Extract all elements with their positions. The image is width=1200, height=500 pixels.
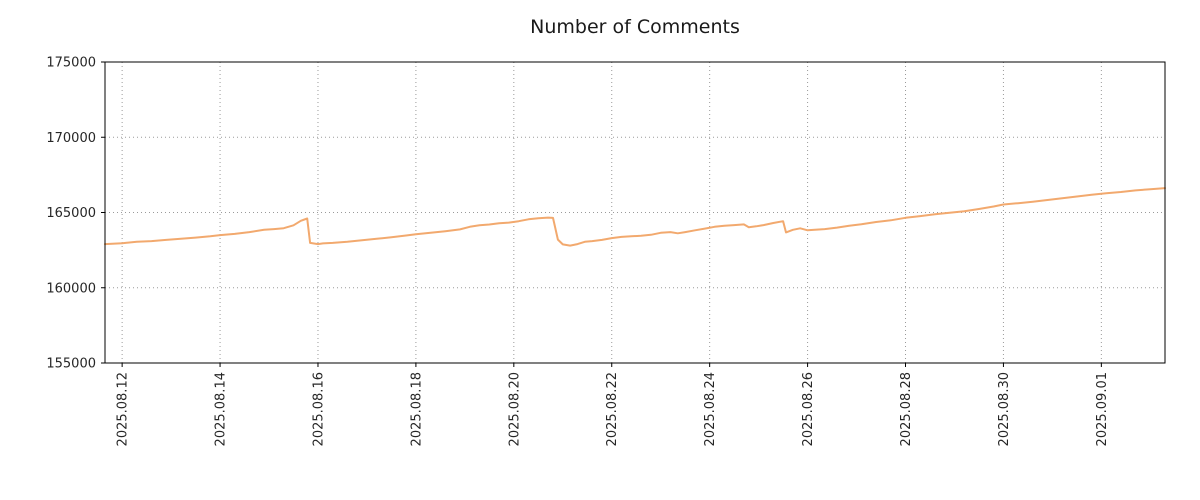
x-tick-label: 2025.08.30 bbox=[997, 372, 1012, 446]
chart-title: Number of Comments bbox=[530, 16, 740, 38]
series-line-comments bbox=[104, 187, 1166, 247]
y-tick-label: 170000 bbox=[46, 131, 96, 146]
y-tick-label: 175000 bbox=[46, 56, 96, 71]
x-tick-label: 2025.08.16 bbox=[311, 372, 326, 446]
x-tick-label: 2025.09.01 bbox=[1095, 372, 1110, 446]
y-tick-label: 155000 bbox=[46, 357, 96, 372]
y-tick-label: 160000 bbox=[46, 281, 96, 296]
x-tick-label: 2025.08.28 bbox=[899, 372, 914, 446]
x-tick-label: 2025.08.12 bbox=[116, 372, 131, 446]
x-tick-label: 2025.08.14 bbox=[214, 372, 229, 446]
y-tick-label: 165000 bbox=[46, 206, 96, 221]
x-tick-label: 2025.08.18 bbox=[409, 372, 424, 446]
x-tick-label: 2025.08.20 bbox=[507, 372, 522, 446]
x-tick-label: 2025.08.24 bbox=[703, 372, 718, 446]
x-tick-label: 2025.08.26 bbox=[801, 372, 816, 446]
x-tick-label: 2025.08.22 bbox=[605, 372, 620, 446]
